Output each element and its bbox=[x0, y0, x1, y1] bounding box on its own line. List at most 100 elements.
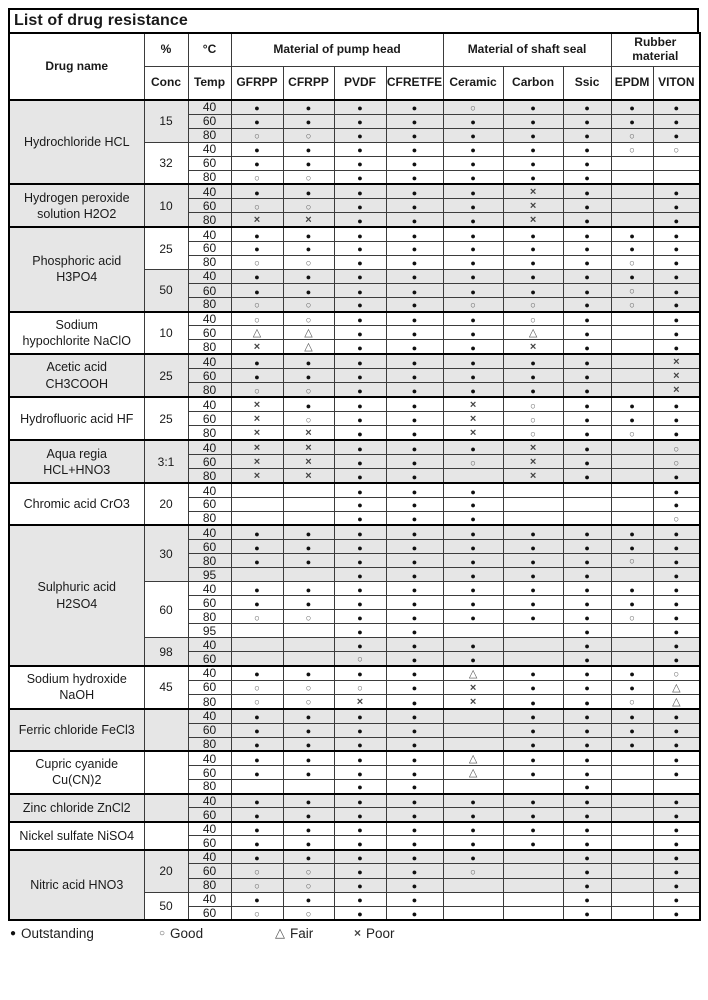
column-header-temp: Temp bbox=[187, 65, 232, 101]
resistance-cell: ● bbox=[442, 339, 504, 355]
outstanding-icon: ● bbox=[530, 556, 536, 567]
outstanding-icon: ● bbox=[254, 838, 260, 849]
drug-name-line: Sodium bbox=[55, 317, 98, 332]
resistance-cell bbox=[610, 792, 654, 809]
outstanding-icon: ● bbox=[411, 428, 418, 439]
resistance-cell: ● bbox=[442, 226, 504, 242]
resistance-cell: ● bbox=[562, 240, 612, 256]
resistance-cell: ● bbox=[385, 623, 444, 639]
outstanding-icon: ● bbox=[629, 272, 635, 283]
outstanding-icon: ● bbox=[470, 342, 476, 353]
conc-cell bbox=[143, 707, 189, 752]
outstanding-icon: ● bbox=[673, 258, 680, 269]
resistance-cell bbox=[230, 496, 284, 512]
outstanding-icon: ● bbox=[673, 570, 680, 581]
resistance-cell: ● bbox=[385, 98, 444, 115]
resistance-cell bbox=[610, 750, 654, 767]
resistance-cell bbox=[502, 863, 564, 879]
resistance-cell: ● bbox=[502, 835, 564, 851]
table-row: 50 40 ● ● ● ● ● ● ● ● ● bbox=[9, 268, 701, 313]
conc-cell: 10 bbox=[143, 183, 189, 228]
resistance-cell: ● bbox=[333, 98, 387, 115]
outstanding-icon: ● bbox=[357, 173, 363, 183]
resistance-cell: ● bbox=[230, 240, 284, 256]
resistance-cell: ● bbox=[385, 169, 444, 185]
poor-icon: × bbox=[253, 442, 261, 455]
resistance-cell: ● bbox=[385, 707, 444, 724]
table-row: Sodium hydroxide NaOH 45 40 ● ● ● ● △ ● ● ● ○ bbox=[8, 664, 701, 710]
outstanding-icon: ● bbox=[411, 371, 418, 382]
resistance-cell: ○ bbox=[282, 609, 335, 625]
outstanding-icon: ● bbox=[470, 853, 476, 864]
table-header: Drug name % °C Material of pump head Mat… bbox=[8, 32, 701, 101]
resistance-cell bbox=[610, 779, 654, 795]
resistance-cell: ● bbox=[652, 553, 701, 569]
temp-cell: 80 bbox=[187, 694, 232, 710]
outstanding-icon: ● bbox=[470, 797, 476, 807]
temp-cell: 80 bbox=[187, 609, 232, 625]
outstanding-icon: ● bbox=[411, 400, 418, 411]
resistance-cell: ● bbox=[230, 736, 284, 752]
temp-cell: 40 bbox=[187, 637, 232, 653]
outstanding-icon: ● bbox=[530, 570, 536, 581]
outstanding-icon: ● bbox=[411, 754, 418, 765]
outstanding-icon: ● bbox=[411, 173, 418, 183]
outstanding-icon: ● bbox=[411, 328, 418, 339]
table-row: 80 ● ● ● ○ bbox=[9, 510, 701, 526]
conc-cell: 32 bbox=[143, 141, 189, 185]
outstanding-icon: ● bbox=[357, 726, 363, 737]
resistance-cell: ● bbox=[562, 651, 612, 667]
outstanding-icon: ● bbox=[470, 570, 476, 581]
resistance-cell: ○ bbox=[230, 905, 284, 921]
resistance-cell: ● bbox=[562, 792, 612, 809]
good-icon: ○ bbox=[629, 612, 635, 624]
temp-cell: 80 bbox=[187, 425, 232, 441]
conc-cell bbox=[143, 820, 189, 851]
outstanding-icon: ● bbox=[254, 797, 260, 807]
outstanding-icon: ● bbox=[530, 357, 536, 368]
resistance-cell: ● bbox=[333, 736, 387, 752]
resistance-cell: ● bbox=[385, 792, 444, 809]
resistance-cell: ● bbox=[230, 98, 284, 115]
resistance-cell: ● bbox=[562, 637, 612, 653]
outstanding-icon: ● bbox=[530, 131, 536, 142]
resistance-cell bbox=[562, 496, 612, 512]
resistance-cell: ● bbox=[442, 155, 504, 171]
outstanding-icon: ● bbox=[470, 145, 476, 156]
resistance-cell: ○ bbox=[230, 863, 284, 879]
resistance-cell: ● bbox=[333, 623, 387, 639]
outstanding-icon: ● bbox=[357, 640, 363, 651]
good-icon: ○ bbox=[629, 428, 635, 440]
resistance-cell: ● bbox=[562, 524, 612, 541]
outstanding-icon: ● bbox=[584, 838, 590, 849]
resistance-cell: ● bbox=[333, 637, 387, 653]
resistance-cell: ● bbox=[385, 553, 444, 569]
outstanding-icon: ● bbox=[470, 272, 476, 283]
outstanding-icon: ● bbox=[584, 145, 590, 156]
outstanding-icon: ● bbox=[673, 895, 680, 906]
good-icon: ○ bbox=[673, 443, 680, 455]
resistance-cell: ● bbox=[230, 807, 284, 823]
outstanding-icon: ● bbox=[584, 556, 590, 567]
temp-cell: 40 bbox=[187, 891, 232, 907]
resistance-cell: ● bbox=[333, 891, 387, 907]
resistance-cell: ● bbox=[333, 297, 387, 313]
fair-icon: △ bbox=[252, 327, 262, 340]
legend-label: Good bbox=[170, 925, 204, 941]
resistance-cell: ● bbox=[562, 411, 612, 427]
resistance-cell: ● bbox=[385, 127, 444, 143]
outstanding-icon: ● bbox=[470, 173, 476, 183]
poor-icon: × bbox=[253, 427, 261, 440]
outstanding-icon: ● bbox=[305, 117, 312, 128]
good-icon: ○ bbox=[254, 201, 260, 213]
resistance-cell: ● bbox=[562, 848, 612, 865]
outstanding-icon: ● bbox=[357, 853, 363, 864]
good-icon: ○ bbox=[530, 428, 536, 440]
table-row: 80 ○ ○ ● ● ○ ○ ● ○ ● bbox=[9, 297, 701, 313]
outstanding-icon: ● bbox=[584, 471, 590, 482]
outstanding-icon: ● bbox=[411, 342, 418, 353]
table-row: Chromic acid CrO3 20 40 ● ● ● ● bbox=[8, 482, 701, 526]
outstanding-icon: ● bbox=[673, 556, 680, 567]
resistance-cell: ● bbox=[562, 226, 612, 242]
table-row: 60 ● ● ● ● ● ● ● ● bbox=[9, 722, 701, 738]
